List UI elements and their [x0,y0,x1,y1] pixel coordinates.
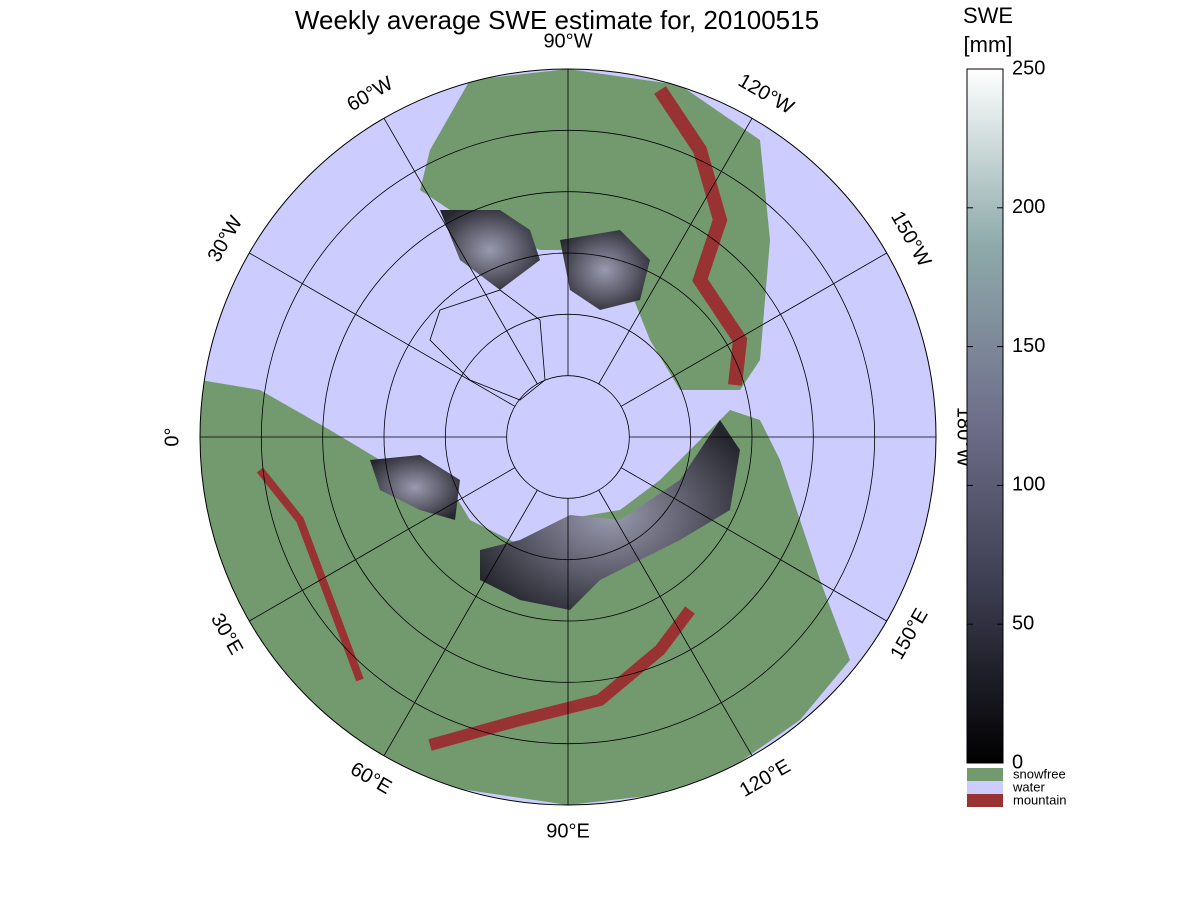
legend-swatch [967,781,1003,794]
longitude-label: 60°W [343,72,397,116]
legend-label: mountain [1013,792,1066,807]
colorbar-tick-label: 250 [1012,57,1045,79]
meridian [598,489,753,756]
colorbar-tick-label: 150 [1012,335,1045,357]
meridian [620,467,887,622]
longitude-label: 120°W [734,70,797,119]
legend-swatch [967,794,1003,807]
legend-label: snowfree [1013,766,1066,781]
colorbar-title: [mm] [964,32,1013,57]
colorbar-tick-label: 100 [1012,474,1045,496]
colorbar-tick-label: 200 [1012,196,1045,218]
map-border [199,68,937,806]
colorbar-title: SWE [963,3,1013,28]
longitude-label: 90°W [543,30,592,52]
meridian [620,252,887,407]
colorbar-tick-label: 50 [1012,612,1034,634]
meridian [383,118,538,385]
longitude-label: 150°W [886,208,935,271]
meridian [383,489,538,756]
longitude-label: 0° [161,427,183,446]
meridian [598,118,753,385]
longitude-label: 90°E [546,820,590,842]
legend-label: water [1012,779,1045,794]
land [200,69,850,805]
meridian [249,467,516,622]
legend-swatch [967,768,1003,781]
map [200,69,936,805]
graticule [200,69,936,805]
longitude-label: 30°W [203,212,247,266]
longitude-label: 30°E [206,610,247,659]
longitude-label: 60°E [346,758,395,799]
map-title: Weekly average SWE estimate for, 2010051… [295,5,819,35]
longitude-label: 150°E [886,605,932,663]
meridian [249,252,516,407]
colorbar-tick-label: 0 [1012,751,1023,773]
colorbar [966,68,1004,764]
longitude-label: 120°E [736,755,794,801]
